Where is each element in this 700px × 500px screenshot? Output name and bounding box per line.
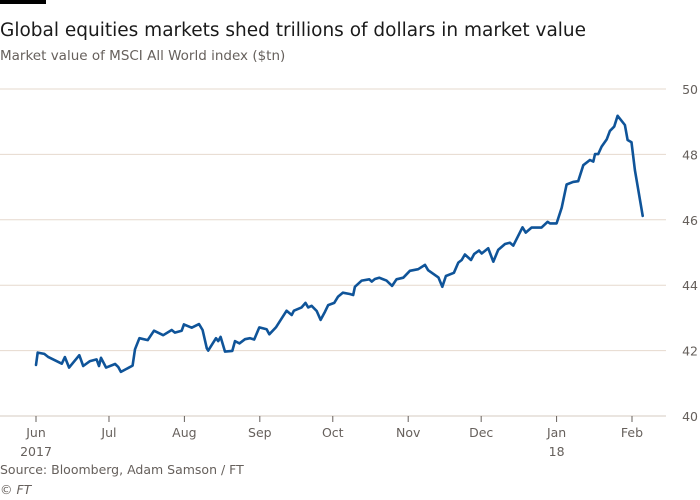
y-tick-label: 40 [682,409,698,424]
chart-title: Global equities markets shed trillions o… [0,20,587,41]
x-tick-sublabel: 18 [549,444,565,459]
series-line [34,114,644,374]
y-tick-label: 42 [682,344,698,359]
source-note: Source: Bloomberg, Adam Samson / FT [0,462,244,477]
x-tick-label: Feb [621,425,643,440]
y-tick-label: 46 [682,213,698,228]
x-tick-label: Dec [469,425,493,440]
copyright: © FT [0,482,32,497]
line-chart: 40 42 44 46 48 50 Jun 2017 Jul Aug Sep Oct Nov Dec Jan… [0,82,698,459]
x-tick-label: Jul [100,425,116,440]
x-tick-label: Aug [172,425,196,440]
x-tick-label: Jun [25,425,46,440]
x-tick-label: Nov [396,425,421,440]
x-tick-label: Oct [322,425,344,440]
y-tick-label: 44 [682,278,698,293]
x-tick-sublabel: 2017 [20,444,52,459]
y-tick-label: 48 [682,147,698,162]
chart-subtitle: Market value of MSCI All World index ($t… [0,48,286,64]
brand-bar [0,0,46,4]
x-tick-label: Jan [546,425,566,440]
y-tick-label: 50 [682,82,698,97]
x-tick-label: Sep [248,425,272,440]
